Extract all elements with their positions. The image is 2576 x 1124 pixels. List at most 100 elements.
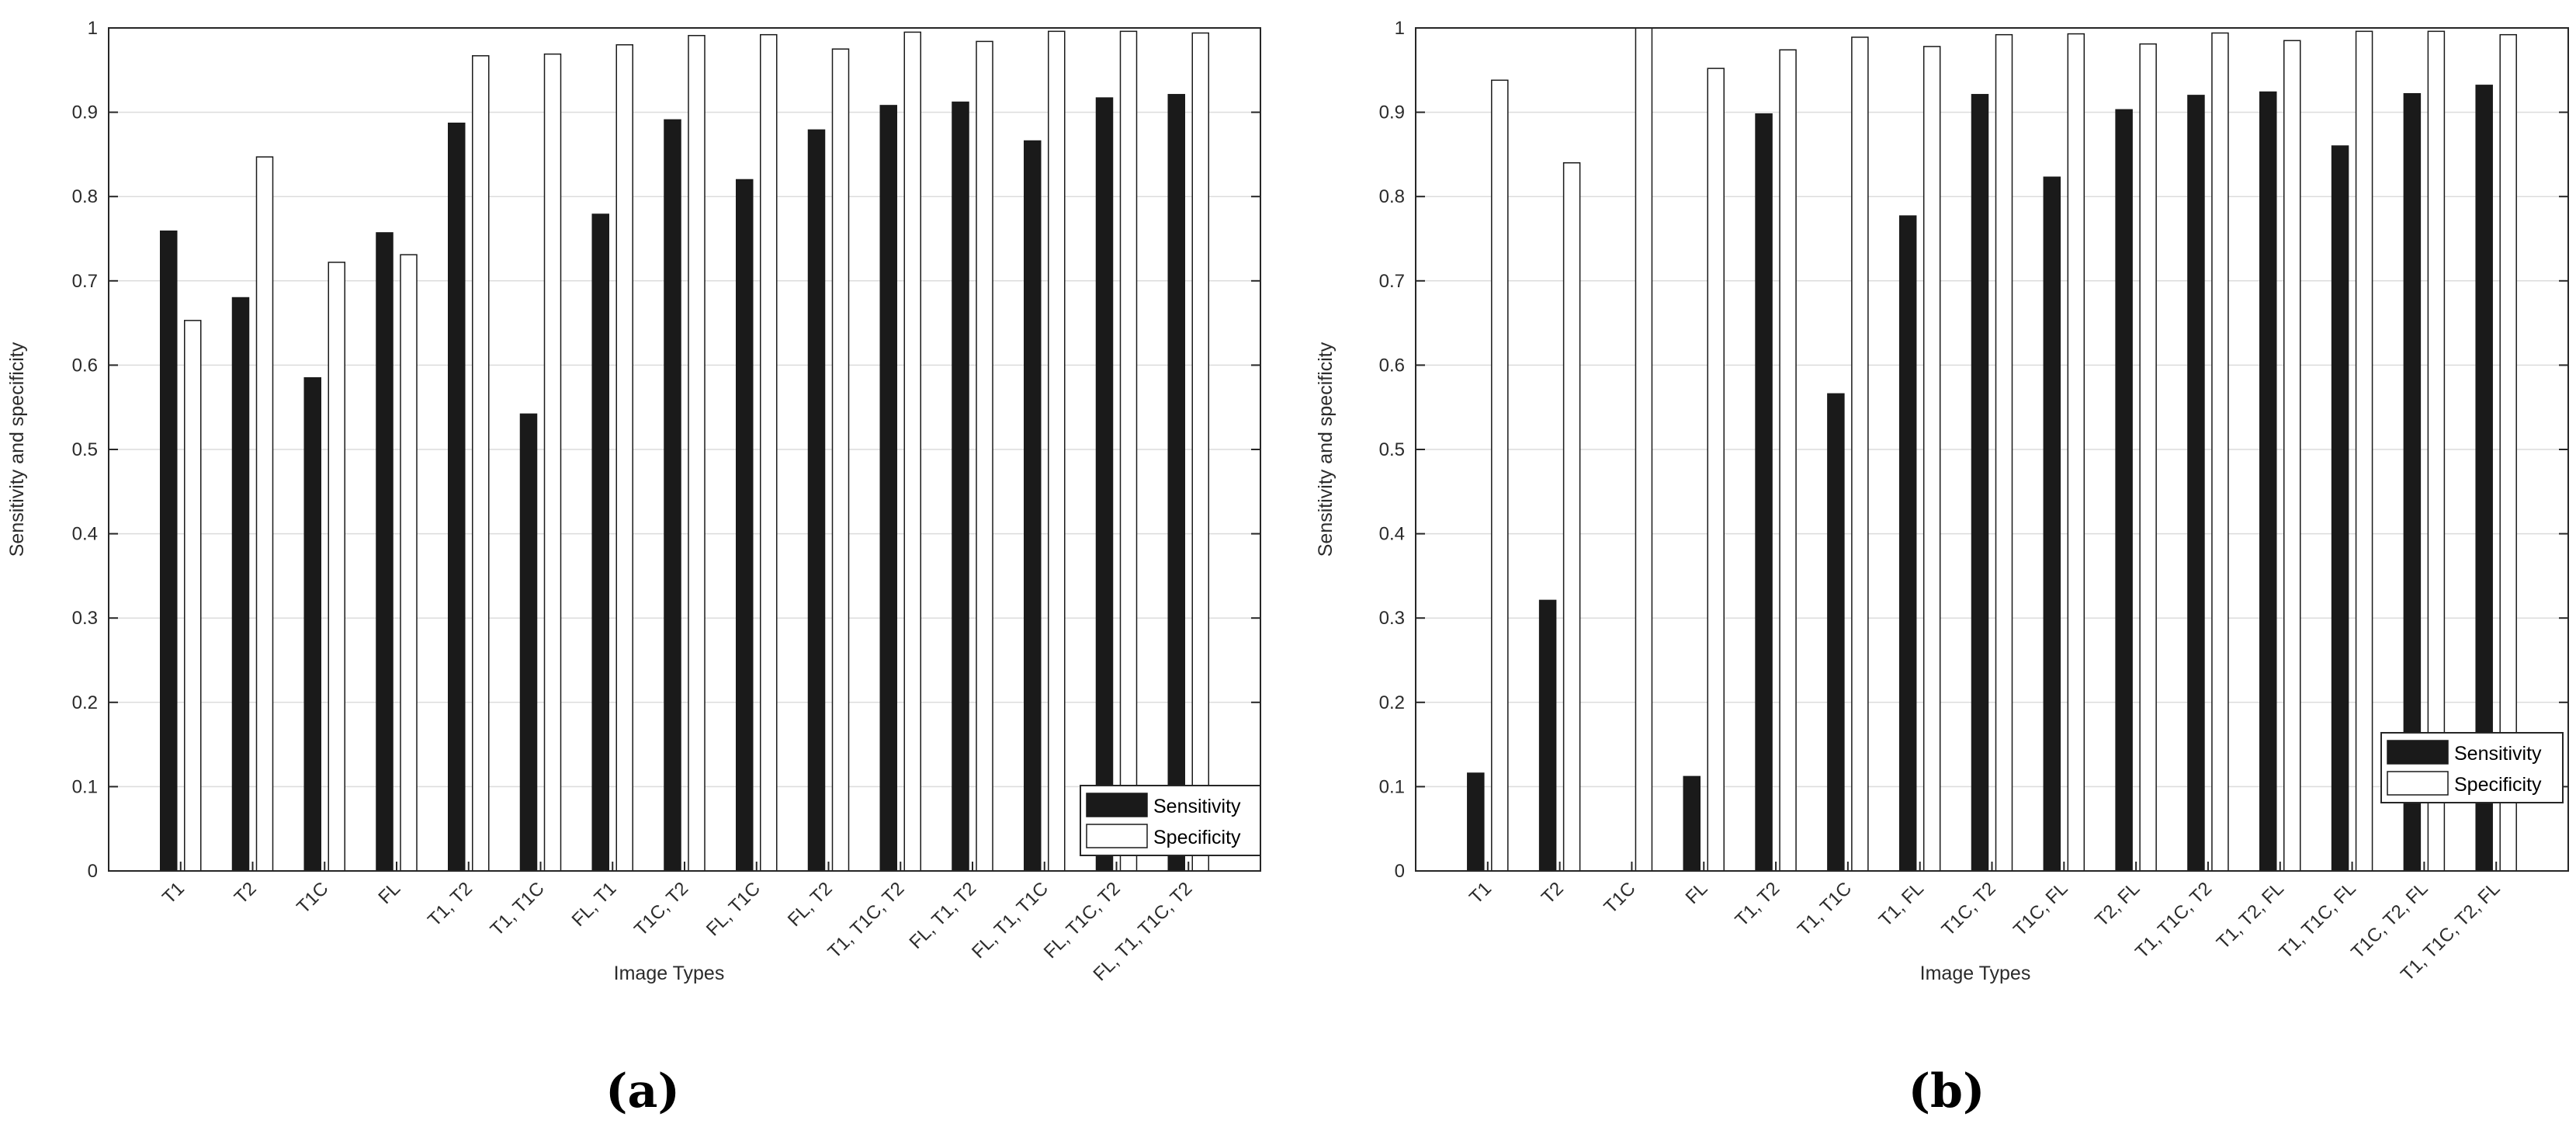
x-axis-label: Image Types: [614, 963, 725, 984]
y-axis-label: Sensitivity and specificity: [6, 342, 28, 557]
bar-specificity: [1922, 46, 1941, 872]
bar-specificity: [1191, 32, 1209, 872]
bar-specificity: [2139, 43, 2157, 872]
bar-specificity: [1119, 30, 1138, 872]
bar-sensitivity: [591, 213, 609, 872]
y-tick-label: 0.4: [1379, 524, 1405, 545]
bar-specificity: [543, 53, 562, 872]
bar-sensitivity: [879, 105, 897, 872]
y-tick-label: 0.6: [72, 355, 98, 376]
bar-specificity: [1779, 49, 1797, 872]
y-tick-label: 1: [88, 18, 98, 39]
legend-swatch-specificity: [1086, 824, 1148, 848]
bar-specificity: [2211, 32, 2229, 872]
panel-label-a: (a): [605, 1064, 680, 1119]
bar-specificity: [1995, 33, 2013, 872]
chart-panel-b: 00.10.20.30.40.50.60.70.80.91 T1 T2 T1C FL T…: [1315, 18, 2569, 1119]
y-tick-label: 0.1: [72, 776, 98, 797]
bar-sensitivity: [519, 413, 538, 872]
bar-sensitivity: [376, 232, 394, 872]
bar-sensitivity: [2115, 109, 2133, 872]
legend: Sensitivity Specificity: [2380, 732, 2564, 803]
bar-specificity: [2355, 30, 2373, 872]
grid-lines: [109, 111, 1260, 788]
bar-sensitivity: [736, 179, 754, 872]
y-tick-label: 0: [1395, 861, 1405, 882]
legend-label-specificity: Specificity: [1153, 827, 1241, 848]
y-tick-label: 0.5: [1379, 439, 1405, 460]
legend-label-sensitivity: Sensitivity: [1153, 796, 1241, 817]
chart-panel-a: 00.10.20.30.40.50.60.70.80.91 T1 T2 T1C FL T…: [6, 18, 1261, 1119]
bar-specificity: [615, 43, 633, 872]
bar-specificity: [2283, 40, 2301, 872]
bar-sensitivity: [1167, 94, 1185, 872]
legend-label-sensitivity: Sensitivity: [2454, 743, 2542, 765]
bar-sensitivity: [448, 122, 466, 872]
bar-specificity: [184, 320, 202, 872]
bar-specificity: [400, 254, 418, 872]
legend-swatch-specificity: [2387, 771, 2449, 796]
bar-specificity: [903, 31, 921, 872]
y-tick-label: 0.1: [1379, 776, 1405, 797]
y-tick-label: 0.5: [72, 439, 98, 460]
y-tick-label: 1: [1395, 18, 1405, 39]
bar-specificity: [831, 48, 850, 872]
bar-specificity: [1562, 162, 1581, 872]
y-tick-label: 0.4: [72, 524, 98, 545]
bar-sensitivity: [2187, 95, 2205, 872]
bar-specificity: [688, 35, 706, 872]
legend-swatch-sensitivity: [1086, 793, 1148, 817]
legend-label-specificity: Specificity: [2454, 774, 2542, 796]
bar-specificity: [1851, 36, 1869, 872]
legend: Sensitivity Specificity: [1080, 785, 1261, 856]
bar-specificity: [2067, 33, 2085, 872]
y-tick-label: 0.3: [1379, 608, 1405, 629]
bar-sensitivity: [1755, 113, 1773, 872]
y-axis-label: Sensitivity and specificity: [1315, 342, 1337, 557]
bars: [160, 30, 1209, 872]
bar-sensitivity: [807, 129, 826, 872]
bar-specificity: [1635, 27, 1653, 872]
y-tick-label: 0.8: [72, 186, 98, 207]
bar-sensitivity: [1827, 393, 1845, 872]
bar-sensitivity: [2259, 91, 2277, 872]
y-axis-ticks: 0 0.1 0.2 0.3 0.4 0.5 0.6 0.7 0.8 0.9 1: [72, 18, 1260, 882]
bar-sensitivity: [1467, 772, 1485, 872]
legend-swatch-sensitivity: [2387, 740, 2449, 765]
bar-specificity: [1491, 79, 1509, 872]
y-tick-label: 0.9: [72, 102, 98, 123]
bar-sensitivity: [1898, 215, 1917, 872]
bar-sensitivity: [160, 230, 178, 872]
bar-sensitivity: [231, 297, 250, 872]
bar-specificity: [328, 262, 345, 872]
bar-specificity: [976, 40, 993, 872]
bars: [1467, 27, 2517, 872]
bar-sensitivity: [303, 376, 321, 872]
y-tick-label: 0.7: [1379, 271, 1405, 292]
bar-sensitivity: [1024, 140, 1042, 872]
bar-specificity: [1707, 68, 1725, 872]
bar-sensitivity: [2331, 145, 2349, 872]
panel-label-b: (b): [1909, 1064, 1985, 1119]
bar-sensitivity: [1095, 97, 1114, 872]
y-tick-label: 0.2: [1379, 692, 1405, 713]
bar-sensitivity: [1538, 599, 1557, 872]
bar-specificity: [760, 33, 778, 872]
bar-sensitivity: [2043, 176, 2061, 872]
bar-sensitivity: [1683, 775, 1701, 872]
y-axis-ticks: 0 0.1 0.2 0.3 0.4 0.5 0.6 0.7 0.8 0.9 1: [1379, 18, 2568, 882]
bar-sensitivity: [952, 101, 969, 872]
grid-lines: [1416, 111, 2568, 788]
bar-specificity: [255, 156, 274, 872]
y-tick-label: 0.6: [1379, 355, 1405, 376]
y-tick-label: 0.3: [72, 608, 98, 629]
y-tick-label: 0.7: [72, 271, 98, 292]
y-tick-label: 0.9: [1379, 102, 1405, 123]
y-tick-label: 0: [88, 861, 98, 882]
x-axis-label: Image Types: [1920, 963, 2031, 984]
y-tick-label: 0.8: [1379, 186, 1405, 207]
y-tick-label: 0.2: [72, 692, 98, 713]
bar-specificity: [1048, 30, 1066, 872]
bar-sensitivity: [664, 119, 681, 872]
